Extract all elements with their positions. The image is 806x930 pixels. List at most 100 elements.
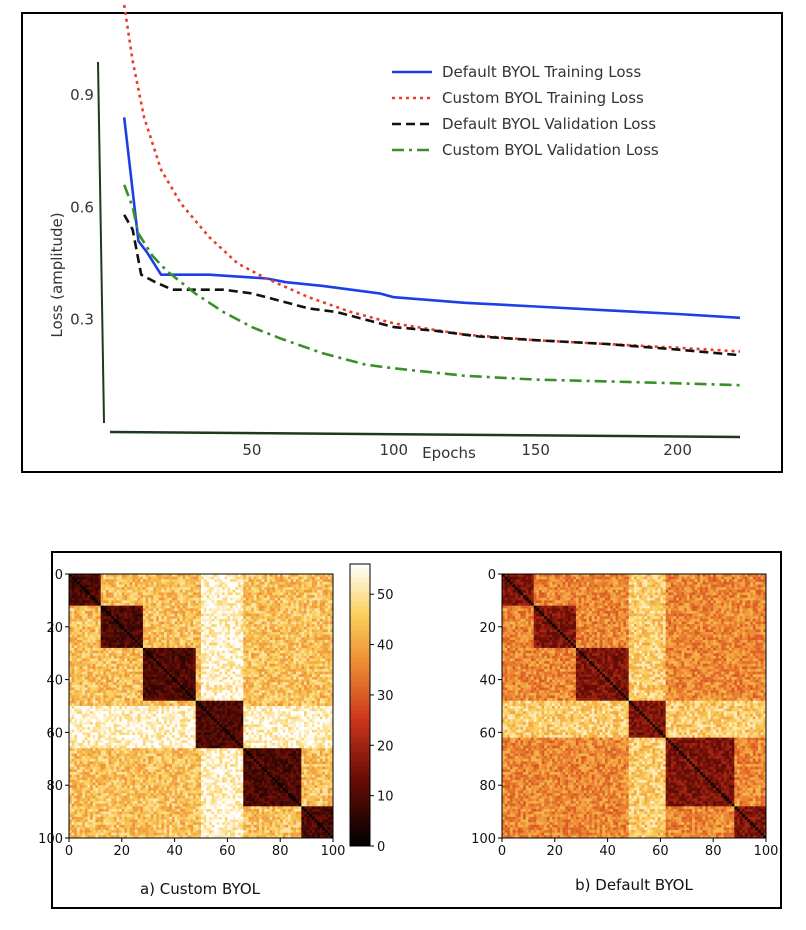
- heatmap-cell: [293, 658, 297, 662]
- heatmap-cell: [161, 605, 165, 609]
- heatmap-cell: [121, 703, 125, 707]
- heatmap-cell: [195, 616, 199, 620]
- heatmap-cell: [303, 589, 307, 593]
- heatmap-cell: [98, 616, 101, 620]
- heatmap-cell: [240, 663, 244, 667]
- heatmap-cell: [129, 653, 133, 657]
- heatmap-cell: [274, 595, 278, 599]
- heatmap-cell: [135, 613, 138, 617]
- heatmap-cell: [137, 618, 141, 622]
- heatmap-cell: [177, 603, 181, 606]
- heatmap-cell: [137, 653, 141, 657]
- heatmap-cell: [314, 574, 318, 577]
- heatmap-cell: [274, 626, 278, 630]
- heatmap-cell: [224, 671, 228, 675]
- heatmap-cell: [306, 605, 310, 609]
- heatmap-cell: [256, 610, 260, 614]
- heatmap-cell: [330, 687, 334, 691]
- heatmap-cell: [317, 698, 321, 702]
- heatmap-cell: [301, 671, 305, 675]
- heatmap-cell: [166, 703, 170, 707]
- heatmap-cell: [193, 666, 197, 670]
- heatmap-cell: [245, 626, 249, 630]
- heatmap-cell: [177, 610, 181, 614]
- heatmap-cell: [171, 597, 175, 601]
- heatmap-cell: [317, 679, 321, 683]
- heatmap-cell: [145, 613, 149, 617]
- heatmap-cell: [232, 624, 236, 628]
- heatmap-cell: [140, 674, 144, 678]
- heatmap-cell: [153, 671, 157, 675]
- heatmap-cell: [148, 674, 152, 678]
- heatmap-cell: [113, 605, 117, 609]
- heatmap-cell: [100, 679, 104, 683]
- heatmap-cell: [259, 589, 263, 593]
- heatmap-cell: [303, 584, 307, 588]
- heatmap-cell: [219, 674, 223, 678]
- heatmap-cell: [327, 634, 331, 638]
- heatmap-cell: [330, 618, 334, 622]
- heatmap-cell: [166, 621, 170, 625]
- heatmap-cell: [119, 671, 123, 675]
- heatmap-cell: [272, 629, 276, 633]
- heatmap-cell: [322, 687, 326, 691]
- heatmap-cell: [92, 655, 96, 659]
- heatmap-cell: [296, 608, 299, 612]
- heatmap-cell: [237, 587, 241, 591]
- heatmap-cell: [211, 587, 215, 591]
- heatmap-cell: [92, 658, 96, 662]
- heatmap-cell: [71, 587, 75, 591]
- heatmap-cell: [301, 650, 305, 654]
- heatmap-cell: [111, 676, 115, 680]
- heatmap-cell: [113, 574, 117, 577]
- heatmap-cell: [177, 589, 181, 593]
- heatmap-cell: [327, 584, 331, 588]
- heatmap-cell: [158, 613, 162, 617]
- heatmap-cell: [177, 663, 181, 667]
- heatmap-cell: [230, 621, 233, 625]
- heatmap-cell: [185, 600, 189, 604]
- heatmap-cell: [303, 632, 307, 636]
- heatmap-cell: [87, 584, 91, 588]
- heatmap-cell: [145, 595, 149, 599]
- heatmap-cell: [113, 640, 117, 643]
- heatmap-cell: [330, 584, 334, 588]
- heatmap-cell: [198, 632, 202, 636]
- heatmap-cell: [274, 653, 278, 657]
- heatmap-cell: [79, 684, 83, 688]
- heatmap-cell: [103, 642, 107, 646]
- heatmap-cell: [69, 629, 72, 633]
- heatmap-cell: [222, 671, 226, 675]
- heatmap-cell: [243, 608, 247, 612]
- heatmap-cell: [256, 700, 260, 704]
- heatmap-cell: [100, 640, 104, 643]
- heatmap-cell: [198, 653, 202, 657]
- heatmap-cell: [132, 605, 136, 609]
- heatmap-cell: [330, 581, 334, 585]
- heatmap-cell: [288, 624, 292, 628]
- heatmap-cell: [290, 669, 294, 672]
- heatmap-cell: [214, 698, 218, 702]
- heatmap-cell: [325, 576, 329, 580]
- heatmap-cell: [206, 603, 210, 606]
- heatmap-cell: [272, 674, 276, 678]
- heatmap-cell: [174, 579, 178, 583]
- heatmap-cell: [108, 616, 112, 620]
- heatmap-cell: [69, 640, 72, 643]
- heatmap-cell: [306, 658, 310, 662]
- heatmap-cell: [311, 626, 315, 630]
- heatmap-cell: [267, 647, 270, 651]
- heatmap-cell: [164, 624, 167, 628]
- heatmap-cell: [127, 642, 131, 646]
- heatmap-cell: [174, 597, 178, 601]
- heatmap-cell: [253, 650, 257, 654]
- heatmap-cell: [164, 653, 167, 657]
- heatmap-cell: [193, 703, 197, 707]
- heatmap-cell: [227, 605, 231, 609]
- heatmap-cell: [129, 634, 133, 638]
- heatmap-cell: [137, 592, 141, 596]
- heatmap-cell: [124, 632, 128, 636]
- heatmap-cell: [158, 698, 162, 702]
- heatmap-cell: [216, 671, 220, 675]
- heatmap-cell: [259, 616, 263, 620]
